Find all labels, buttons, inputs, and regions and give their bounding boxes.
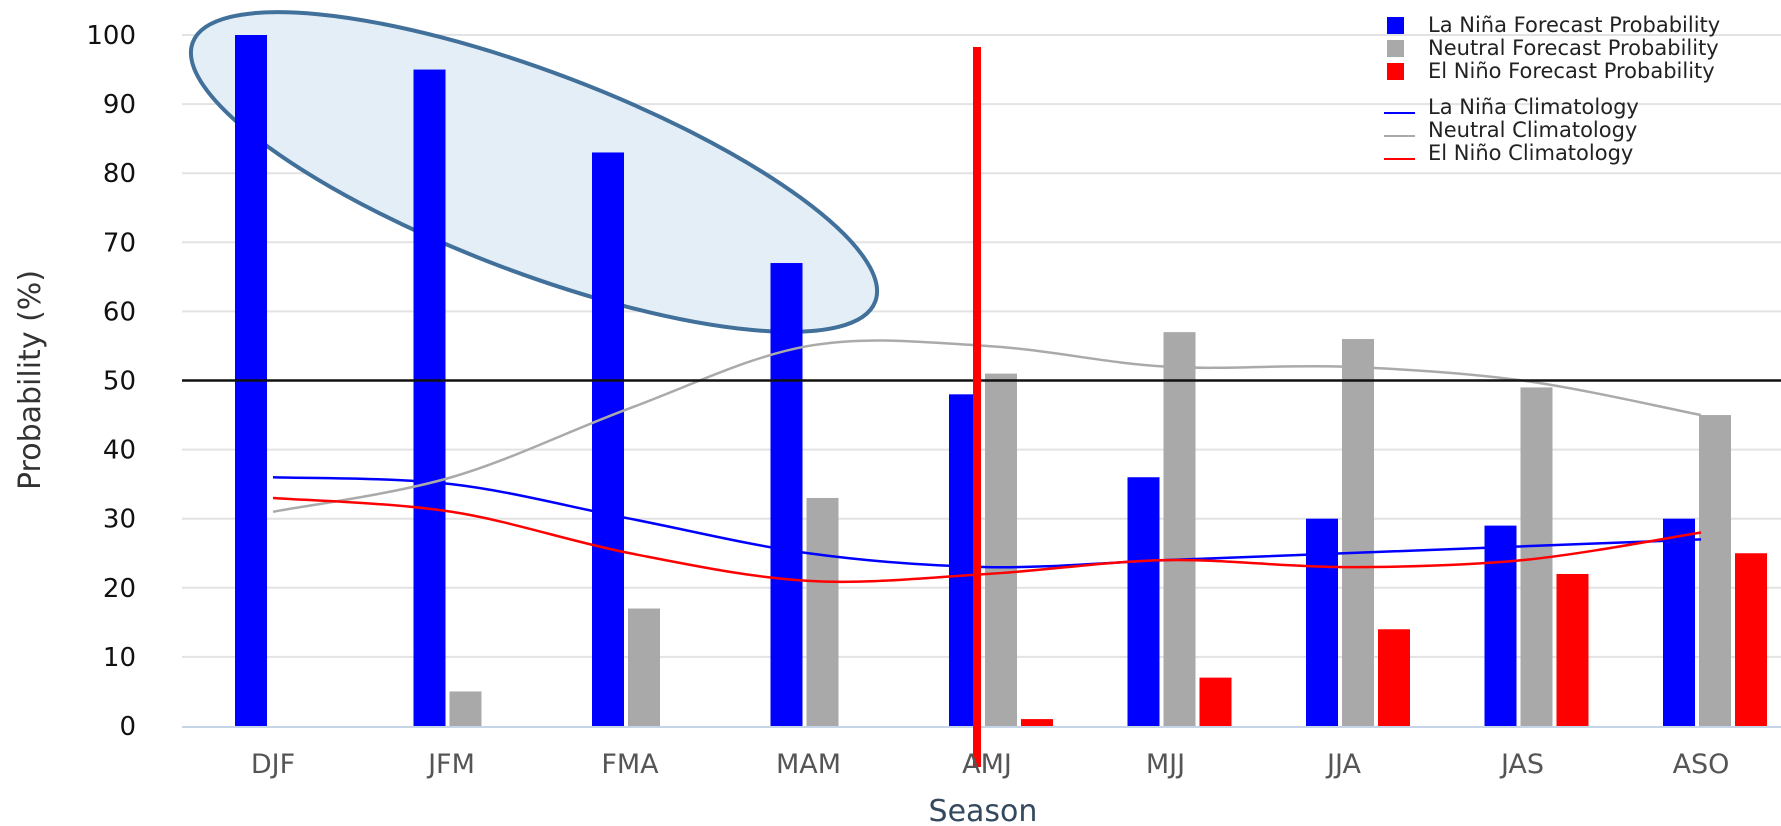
bar-la-nina-forecast-probability-jfm: [413, 69, 446, 727]
x-axis-title: Season: [929, 794, 1038, 826]
y-axis-title: Probability (%): [13, 270, 48, 490]
bar-neutral-forecast-probability-jja: [1342, 339, 1374, 726]
bar-neutral-forecast-probability-jfm: [449, 691, 482, 726]
bar-el-nino-forecast-probability-jas: [1556, 573, 1589, 726]
y-tick-label: 90: [103, 90, 136, 120]
x-tick-label: MJJ: [1146, 749, 1185, 780]
bar-el-nino-forecast-probability-amj: [1021, 719, 1053, 726]
x-tick-label: JFM: [426, 749, 475, 780]
y-tick-label: 20: [103, 574, 136, 604]
bar-neutral-forecast-probability-amj: [985, 373, 1017, 726]
bar-neutral-forecast-probability-mjj: [1163, 332, 1196, 726]
bar-la-nina-forecast-probability-jas: [1484, 525, 1517, 726]
y-tick-label: 30: [103, 505, 136, 535]
y-tick-label: 40: [103, 436, 136, 466]
y-tick-label: 10: [103, 643, 136, 673]
bar-el-nino-forecast-probability-mjj: [1199, 677, 1232, 726]
x-tick-label: JAS: [1499, 749, 1544, 780]
legend-label-neutral-forecast-probability: Neutral Forecast Probability: [1428, 36, 1719, 60]
legend-label-el-nino-forecast-probability: El Niño Forecast Probability: [1428, 59, 1715, 83]
bar-la-nina-forecast-probability-mjj: [1127, 477, 1160, 726]
x-tick-label: ASO: [1673, 749, 1730, 780]
legend-label-la-nina-forecast-probability: La Niña Forecast Probability: [1428, 13, 1720, 37]
bar-neutral-forecast-probability-fma: [628, 608, 660, 726]
x-tick-label: FMA: [601, 749, 659, 780]
bar-la-nina-forecast-probability-aso: [1663, 518, 1695, 726]
bar-la-nina-forecast-probability-fma: [592, 152, 624, 727]
line-el-nino-climatology: [272, 496, 1702, 584]
y-tick-label: 0: [119, 712, 136, 742]
y-axis-tick-labels: 0 10 20 30 40 50 60 70 80 90 100: [86, 21, 136, 742]
bar-neutral-forecast-probability-mam: [806, 497, 839, 726]
line-neutral-climatology: [272, 339, 1702, 514]
bar-la-nina-forecast-probability-mam: [770, 263, 803, 726]
climatology-lines: [272, 339, 1702, 584]
x-axis-tick-labels: DJF JFM FMA MAM AMJ MJJ JJA JAS ASO: [251, 749, 1730, 780]
legend-swatch-neutral-forecast-probability: [1387, 40, 1404, 57]
x-tick-label: DJF: [251, 749, 295, 780]
line-la-nina-climatology: [272, 475, 1702, 569]
bar-el-nino-forecast-probability-jja: [1378, 629, 1410, 726]
legend-swatch-la-nina-forecast-probability: [1387, 17, 1404, 34]
y-tick-label: 100: [86, 21, 136, 51]
bar-neutral-forecast-probability-aso: [1699, 415, 1731, 726]
legend-label-la-nina-climatology: La Niña Climatology: [1428, 95, 1639, 119]
y-tick-label: 60: [103, 297, 136, 327]
bar-la-nina-forecast-probability-jja: [1306, 518, 1338, 726]
x-tick-label: MAM: [776, 749, 841, 780]
highlight-ellipse-group: [188, 10, 880, 334]
legend-label-neutral-climatology: Neutral Climatology: [1428, 118, 1637, 142]
x-tick-label: JJA: [1325, 749, 1361, 780]
highlight-ellipse: [188, 10, 880, 334]
legend-label-el-nino-climatology: El Niño Climatology: [1428, 141, 1633, 165]
bar-el-nino-forecast-probability-aso: [1735, 553, 1767, 726]
y-tick-label: 70: [103, 228, 136, 258]
x-tick-label: AMJ: [962, 749, 1012, 780]
y-tick-label: 50: [103, 367, 136, 397]
y-tick-label: 80: [103, 159, 136, 189]
legend-swatch-el-nino-forecast-probability: [1387, 63, 1404, 80]
